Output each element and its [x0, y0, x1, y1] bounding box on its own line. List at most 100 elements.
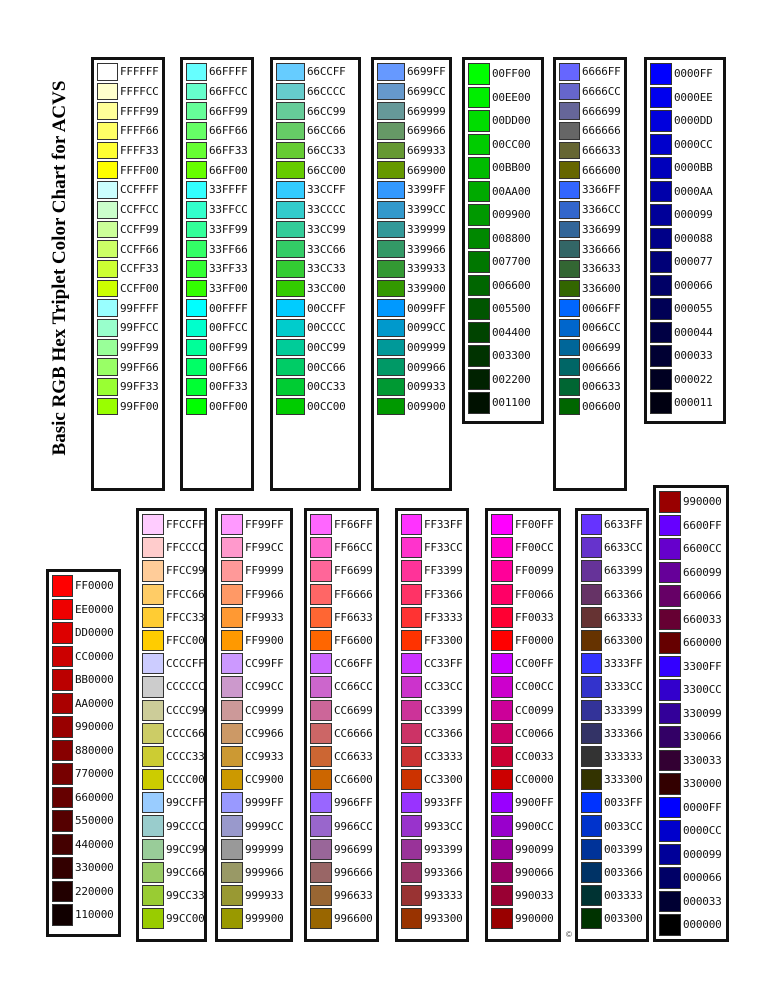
- hex-code-label: FF0033: [515, 610, 554, 624]
- hex-code-label: CCCCCC: [166, 680, 205, 694]
- color-swatch: [97, 240, 118, 258]
- color-row: 9900CC: [491, 814, 555, 837]
- color-row: 66FF66: [186, 121, 248, 141]
- hex-code-label: CCFFCC: [120, 203, 159, 217]
- color-row: 00FF33: [186, 377, 248, 397]
- hex-code-label: 33FFCC: [209, 203, 248, 217]
- color-swatch: [142, 769, 164, 791]
- hex-code-label: 333300: [604, 773, 643, 787]
- hex-code-label: 66CCFF: [307, 65, 346, 79]
- color-swatch: [276, 200, 305, 219]
- color-row: FF00CC: [491, 536, 555, 559]
- color-swatch: [581, 583, 602, 605]
- color-row: 660033: [659, 608, 723, 632]
- color-row: 66CCCC: [276, 82, 355, 102]
- color-row: 000011: [650, 391, 720, 415]
- hex-code-label: 66FF33: [209, 144, 248, 158]
- color-column: FF00FF FF00CC FF0099 FF0066 FF0033 FF0000 CC00…: [485, 508, 561, 942]
- color-row: 333300: [581, 768, 643, 791]
- color-swatch: [221, 722, 243, 744]
- color-row: CC6699: [310, 699, 373, 722]
- hex-code-label: CC3300: [424, 773, 463, 787]
- hex-code-label: 993333: [424, 889, 463, 903]
- color-swatch: [659, 585, 681, 607]
- color-row: 333333: [581, 745, 643, 768]
- hex-code-label: 33CC99: [307, 222, 346, 236]
- color-swatch: [377, 161, 405, 180]
- chart-title: Basic RGB Hex Triplet Color Chart for AC…: [49, 80, 70, 456]
- color-row: 993399: [401, 838, 463, 861]
- color-row: CC0033: [491, 745, 555, 768]
- color-swatch: [377, 397, 405, 416]
- color-swatch: [559, 378, 580, 396]
- color-swatch: [491, 885, 513, 907]
- color-swatch: [468, 157, 490, 179]
- color-swatch: [186, 259, 207, 278]
- color-row: 009999: [377, 338, 446, 358]
- color-swatch: [377, 318, 405, 337]
- color-swatch: [276, 102, 305, 121]
- hex-code-label: 660033: [683, 612, 722, 626]
- color-row: 999933: [221, 884, 287, 907]
- color-swatch: [310, 514, 332, 536]
- color-swatch: [377, 358, 405, 376]
- color-row: 99FF66: [97, 357, 159, 377]
- hex-code-label: CCCC00: [166, 773, 205, 787]
- color-swatch: [52, 598, 73, 620]
- color-row: 33FF66: [186, 239, 248, 259]
- color-swatch: [276, 82, 305, 101]
- color-row: 000000: [659, 913, 723, 937]
- hex-code-label: 009966: [407, 360, 446, 374]
- hex-code-label: CC99CC: [245, 680, 284, 694]
- color-swatch: [468, 133, 490, 155]
- hex-code-label: 000022: [674, 372, 713, 386]
- hex-code-label: 330000: [683, 777, 722, 791]
- color-row: 6633FF: [581, 513, 643, 536]
- hex-code-label: 6600FF: [683, 518, 722, 532]
- color-row: FF6666: [310, 583, 373, 606]
- color-row: FF0099: [491, 559, 555, 582]
- color-swatch: [659, 773, 681, 795]
- hex-code-label: 000055: [674, 302, 713, 316]
- hex-code-label: 99CCFF: [166, 796, 205, 810]
- hex-code-label: 99FF00: [120, 400, 159, 414]
- color-swatch: [186, 102, 207, 121]
- hex-code-label: 3333CC: [604, 680, 643, 694]
- color-row: FF0066: [491, 583, 555, 606]
- color-swatch: [310, 815, 332, 837]
- color-row: FFCC99: [142, 559, 205, 582]
- color-swatch: [491, 815, 513, 837]
- color-swatch: [559, 161, 580, 180]
- color-swatch: [659, 491, 681, 513]
- color-swatch: [221, 815, 243, 837]
- color-row: CC3366: [401, 722, 463, 745]
- color-column: FF99FF FF99CC FF9999 FF9966 FF9933 FF9900 CC99…: [215, 508, 293, 942]
- color-row: 66CC00: [276, 160, 355, 180]
- hex-code-label: 33FF33: [209, 262, 248, 276]
- color-column: 0000FF 0000EE 0000DD 0000CC 0000BB 0000AA 0000…: [644, 57, 726, 424]
- color-row: FF9933: [221, 606, 287, 629]
- color-swatch: [186, 63, 207, 81]
- color-row: FF99FF: [221, 513, 287, 536]
- hex-code-label: 999966: [245, 865, 284, 879]
- hex-code-label: FFFFCC: [120, 85, 159, 99]
- color-swatch: [401, 676, 422, 698]
- hex-code-label: 3300FF: [683, 659, 722, 673]
- color-swatch: [186, 161, 207, 180]
- color-row: 666633: [559, 141, 621, 161]
- color-swatch: [142, 537, 164, 559]
- hex-code-label: 669966: [407, 124, 446, 138]
- hex-code-label: 66CCCC: [307, 85, 346, 99]
- color-column: FFCCFF FFCCCC FFCC99 FFCC66 FFCC33 FFCC00 CCCC…: [136, 508, 207, 942]
- color-swatch: [659, 796, 681, 818]
- color-row: 6666CC: [559, 82, 621, 102]
- color-swatch: [491, 514, 513, 536]
- color-swatch: [221, 653, 243, 675]
- hex-code-label: 004400: [492, 325, 531, 339]
- color-row: 99FFCC: [97, 318, 159, 338]
- color-swatch: [401, 583, 422, 605]
- hex-code-label: 0000FF: [674, 67, 713, 81]
- color-column: 00FF00 00EE00 00DD00 00CC00 00BB00 00AA00 0099…: [462, 57, 544, 424]
- color-row: 663300: [581, 629, 643, 652]
- color-swatch: [97, 318, 118, 337]
